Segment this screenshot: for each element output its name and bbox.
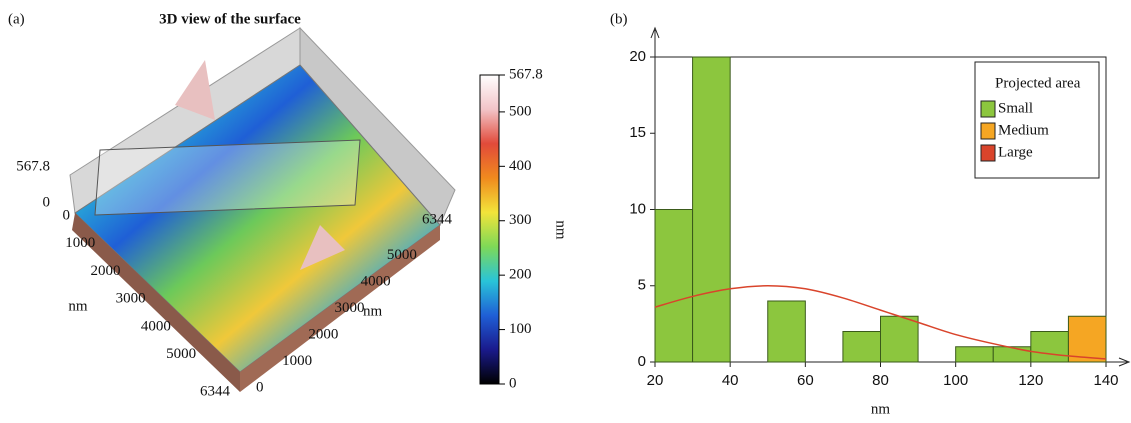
colorbar-tick-label: 400 [509,158,532,174]
colorbar-tick-label: 500 [509,103,532,119]
y-tick-label: 2000 [308,326,338,342]
legend-title: Projected area [995,75,1081,91]
colorbar-tick-label: 200 [509,267,532,283]
y-tick-label: 6344 [422,211,453,227]
legend-label: Small [998,100,1033,116]
panel-label: (b) [610,11,628,27]
legend-swatch [981,145,995,161]
bar [843,332,881,363]
x-tick-label: 3000 [116,291,146,307]
x-tick-label: 140 [1093,372,1118,389]
legend-swatch [981,101,995,117]
x-tick-label: 0 [63,207,71,223]
colorbar [480,75,499,384]
surface [75,65,440,372]
x-tick-label: 2000 [90,263,120,279]
z-tick-label: 0 [43,194,51,210]
surface-plot [70,28,455,392]
y-tick-label: 20 [629,48,646,65]
x-axis-label: nm [871,401,891,417]
x-tick-label: 80 [872,372,889,389]
bar [768,301,806,362]
y-tick-label: 15 [629,124,646,141]
colorbar-tick-label: 100 [509,321,532,337]
z-tick-label: 567.8 [16,158,50,174]
legend-swatch [981,123,995,139]
x-tick-label: 1000 [65,235,95,251]
colorbar-tick-label: 0 [509,375,517,391]
x-tick-label: 4000 [141,318,171,334]
y-tick-label: 0 [638,353,646,370]
chart-title: 3D view of the surface [159,11,301,27]
x-tick-label: 120 [1018,372,1043,389]
legend-label: Large [998,144,1033,160]
y-tick-label: 5 [638,277,646,294]
y-tick-label: 3000 [334,300,364,316]
bar [993,347,1031,362]
panel-label: (a) [8,11,25,27]
figure: (a)3D view of the surface567.80010002000… [0,0,1131,423]
y-tick-label: 5000 [387,247,417,263]
colorbar-tick-label: 300 [509,212,532,228]
legend-label: Medium [998,122,1049,138]
bar [655,210,693,363]
bar [1031,332,1069,363]
bar [881,316,919,362]
bar [1068,316,1106,362]
x-tick-label: 60 [797,372,814,389]
x-tick-label: 20 [647,372,664,389]
colorbar-label: nm [553,220,569,240]
bar [693,57,731,362]
colorbar-tick-label: 567.8 [509,66,543,82]
y-tick-label: 10 [629,200,646,217]
y-axis-label: nm [363,303,383,319]
x-tick-label: 40 [722,372,739,389]
section-plane [95,140,360,215]
x-axis-label: nm [68,298,88,314]
x-tick-label: 5000 [166,346,196,362]
y-tick-label: 4000 [361,274,391,290]
y-tick-label: 1000 [282,353,312,369]
y-tick-label: 0 [256,379,264,395]
bar [956,347,994,362]
x-tick-label: 100 [943,372,968,389]
x-tick-label: 6344 [200,383,231,399]
